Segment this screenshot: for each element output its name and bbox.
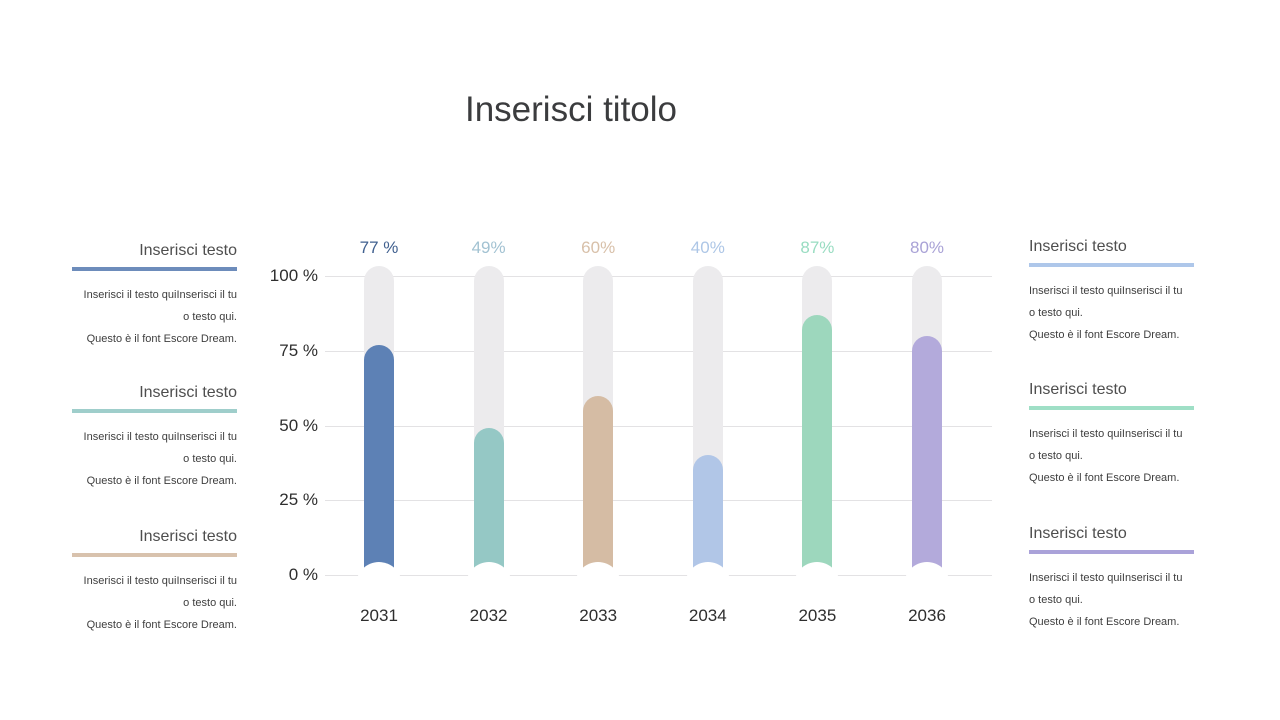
bar-base-notch xyxy=(684,562,731,608)
block-heading: Inserisci testo xyxy=(139,528,237,545)
block-accent-line xyxy=(72,267,237,271)
block-heading: Inserisci testo xyxy=(139,384,237,401)
block-accent-line xyxy=(72,409,237,413)
right-text-block-2: Inserisci testo Inserisci il testo quiIn… xyxy=(1029,381,1194,489)
block-body: Inserisci il testo quiInserisci il tu o … xyxy=(1029,572,1183,628)
bar-value-label: 87% xyxy=(800,238,835,257)
block-accent-line xyxy=(1029,550,1194,554)
x-axis-label: 2033 xyxy=(579,606,618,625)
y-axis-tick: 25 % xyxy=(279,490,318,510)
gridline xyxy=(325,425,992,427)
left-text-block-3: Inserisci testo Inserisci il testo quiIn… xyxy=(72,528,237,636)
left-text-block-2: Inserisci testo Inserisci il testo quiIn… xyxy=(72,384,237,492)
bar-value-label: 77 % xyxy=(359,238,399,257)
bar-value-label: 80% xyxy=(909,238,945,257)
bar-base-notch xyxy=(904,562,950,608)
bar-fill xyxy=(802,314,833,588)
y-axis-tick: 50 % xyxy=(279,415,318,435)
block-body: Inserisci il testo quiInserisci il tu o … xyxy=(1029,428,1183,484)
block-heading: Inserisci testo xyxy=(1029,238,1127,255)
bar-base-notch xyxy=(575,562,622,608)
page-title: Inserisci titolo xyxy=(464,90,678,129)
bar-fill xyxy=(364,344,394,588)
bar-fill xyxy=(473,428,504,588)
block-body: Inserisci il testo quiInserisci il tu o … xyxy=(1029,285,1183,341)
x-axis-label: 2031 xyxy=(360,606,398,625)
x-axis-label: 2035 xyxy=(798,606,837,625)
block-body: Inserisci il testo quiInserisci il tu o … xyxy=(83,431,237,487)
block-heading: Inserisci testo xyxy=(1029,525,1127,542)
block-body: Inserisci il testo quiInserisci il tu o … xyxy=(83,575,237,631)
gridline xyxy=(325,575,992,576)
block-body: Inserisci il testo quiInserisci il tu o … xyxy=(83,289,237,345)
block-heading: Inserisci testo xyxy=(139,242,237,259)
block-accent-line xyxy=(72,553,237,557)
bar-value-label: 60% xyxy=(581,238,616,257)
bar-value-label: 49% xyxy=(471,238,506,257)
x-axis-label: 2032 xyxy=(469,606,508,625)
bar-base-notch xyxy=(465,562,512,608)
block-accent-line xyxy=(1029,263,1194,267)
y-axis-tick: 100 % xyxy=(269,266,318,285)
x-axis-label: 2034 xyxy=(688,606,727,625)
right-text-block-1: Inserisci testo Inserisci il testo quiIn… xyxy=(1029,238,1194,346)
y-axis-tick: 0 % xyxy=(288,565,318,584)
y-axis-tick: 75 % xyxy=(279,340,318,360)
gridline xyxy=(325,500,992,502)
gridline xyxy=(325,276,992,277)
right-text-block-3: Inserisci testo Inserisci il testo quiIn… xyxy=(1029,525,1194,633)
bar-base-notch xyxy=(356,562,402,608)
bar-fill xyxy=(583,395,614,588)
bar-value-label: 40% xyxy=(690,238,725,257)
left-text-block-1: Inserisci testo Inserisci il testo quiIn… xyxy=(72,242,237,350)
bar-base-notch xyxy=(794,562,841,608)
gridline xyxy=(325,350,992,352)
block-heading: Inserisci testo xyxy=(1029,381,1127,398)
bar-fill xyxy=(912,335,942,588)
x-axis-label: 2036 xyxy=(908,606,946,625)
block-accent-line xyxy=(1029,406,1194,410)
